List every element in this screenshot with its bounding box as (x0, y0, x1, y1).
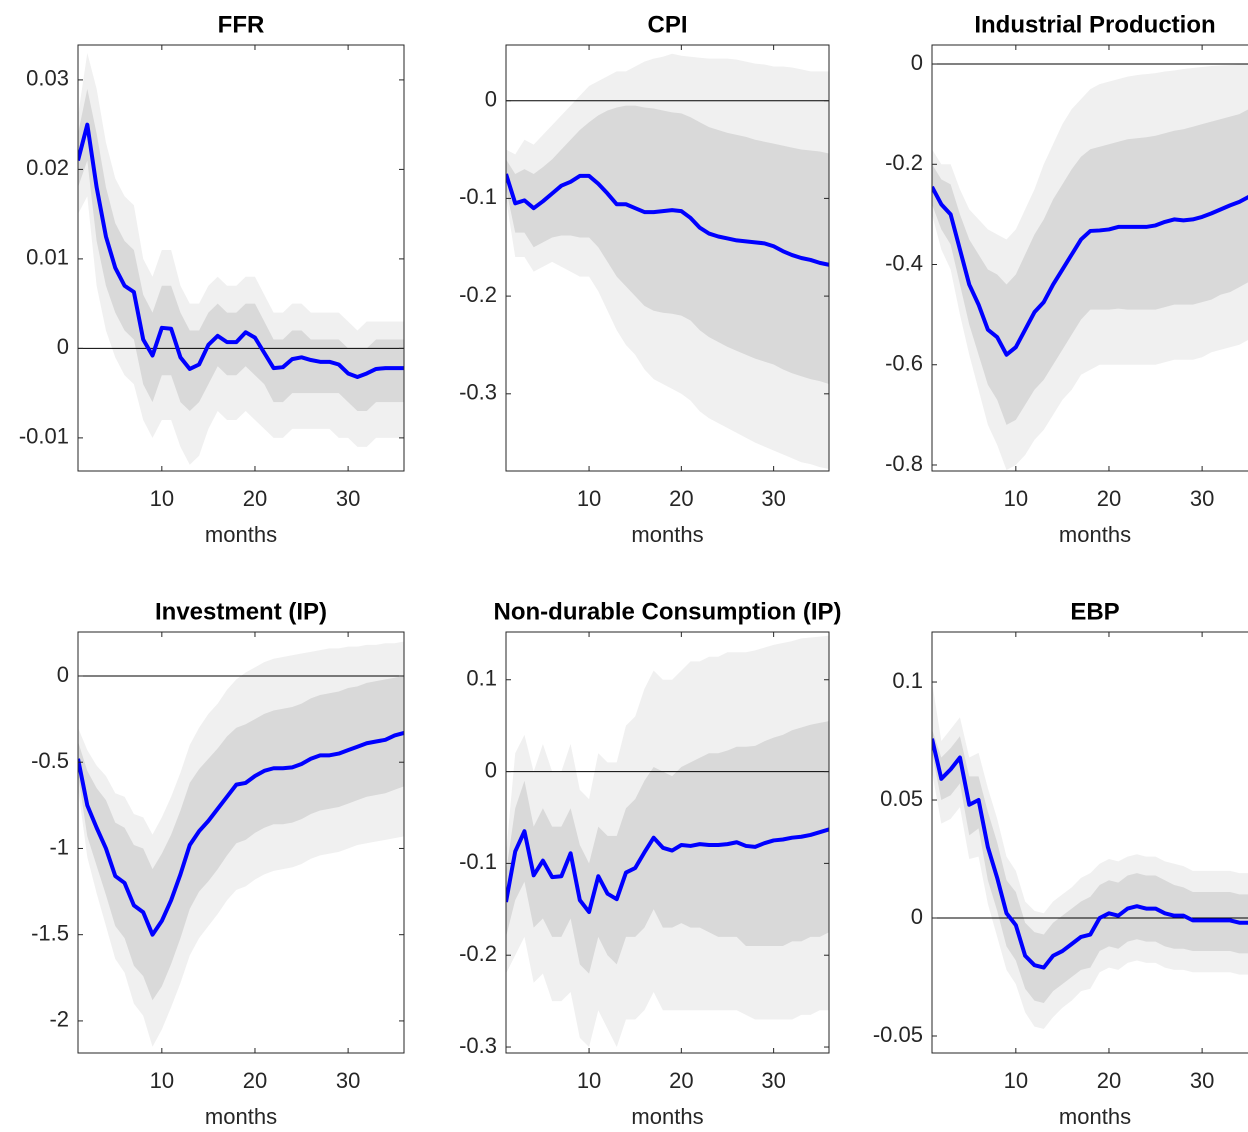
panel-title: EBP (1070, 598, 1119, 625)
x-axis-label: months (631, 522, 703, 547)
panel-title: FFR (218, 11, 265, 38)
x-tick-label: 30 (761, 1068, 785, 1093)
plot-area (78, 641, 404, 1047)
panel-title: Non-durable Consumption (IP) (494, 598, 842, 625)
response-line (932, 738, 1248, 970)
plot-area (506, 635, 829, 1048)
y-tick-label: 0 (911, 50, 923, 75)
x-tick-label: 30 (761, 486, 785, 511)
panel: 10 20 30 -0.3 -0.2 -0.1 0 CPI months (459, 11, 830, 547)
plot-area (932, 682, 1248, 1029)
y-tick-label: -2 (49, 1007, 69, 1032)
response-line (506, 173, 829, 267)
x-axis-label: months (1059, 522, 1131, 547)
response-line (78, 730, 404, 937)
x-tick-label: 20 (669, 1068, 693, 1093)
x-tick-label: 20 (1097, 486, 1121, 511)
x-tick-label: 10 (1004, 486, 1028, 511)
x-tick-label: 20 (243, 486, 267, 511)
y-tick-label: -0.1 (459, 849, 497, 874)
x-tick-label: 10 (1004, 1068, 1028, 1093)
axes-box (931, 44, 1248, 472)
x-axis-label: months (631, 1104, 703, 1129)
y-tick-label: -0.2 (459, 941, 497, 966)
y-tick-label: -0.3 (459, 380, 497, 405)
x-tick-label: 10 (150, 486, 174, 511)
y-tick-label: 0 (57, 334, 69, 359)
x-tick-label: 30 (336, 1068, 360, 1093)
axes-box (77, 631, 405, 1054)
x-tick-label: 10 (577, 1068, 601, 1093)
x-tick-label: 30 (336, 486, 360, 511)
response-line (506, 827, 829, 915)
x-tick-label: 20 (669, 486, 693, 511)
x-tick-label: 20 (1097, 1068, 1121, 1093)
y-tick-label: 0.1 (466, 666, 497, 691)
panel-title: CPI (647, 11, 687, 38)
axes-box (505, 44, 830, 472)
y-tick-label: -0.5 (31, 748, 69, 773)
plot-area (78, 53, 404, 465)
confidence-band (932, 682, 1248, 1029)
axes-box (505, 631, 830, 1054)
y-tick-label: -0.1 (459, 184, 497, 209)
x-axis-label: months (205, 522, 277, 547)
panel: 10 20 30 -0.05 0 0.05 0.1 EBP months (873, 598, 1248, 1129)
y-tick-label: 0 (485, 757, 497, 782)
y-tick-label: 0.02 (26, 155, 69, 180)
y-tick-label: -1 (49, 834, 69, 859)
panel: 10 20 30 -0.8 -0.6 -0.4 -0.2 0 Industrial Produc… (885, 11, 1248, 547)
x-tick-label: 10 (577, 486, 601, 511)
y-tick-label: -0.2 (885, 150, 923, 175)
y-tick-label: -1.5 (31, 920, 69, 945)
y-tick-label: -0.6 (885, 351, 923, 376)
x-axis-label: months (205, 1104, 277, 1129)
y-tick-label: 0 (57, 662, 69, 687)
confidence-band (932, 729, 1248, 1003)
plot-area (932, 63, 1248, 470)
y-tick-label: -0.8 (885, 451, 923, 476)
panel: 10 20 30 -2 -1.5 -1 -0.5 0 Investment (IP) months (31, 598, 405, 1129)
panel-title: Investment (IP) (155, 598, 327, 625)
y-tick-label: -0.05 (873, 1022, 923, 1047)
y-tick-label: -0.2 (459, 282, 497, 307)
y-tick-label: -0.3 (459, 1033, 497, 1058)
axes-box (931, 631, 1248, 1054)
x-tick-label: 10 (150, 1068, 174, 1093)
y-tick-label: 0 (485, 87, 497, 112)
panel: 10 20 30 -0.01 0 0.01 0.02 0.03 FFR months (19, 11, 405, 547)
y-tick-label: 0.1 (892, 668, 923, 693)
panel-title: Industrial Production (974, 11, 1215, 38)
y-tick-label: 0.03 (26, 66, 69, 91)
x-axis-label: months (1059, 1104, 1131, 1129)
response-line (78, 122, 404, 380)
y-tick-label: -0.01 (19, 424, 69, 449)
x-tick-label: 30 (1190, 486, 1214, 511)
y-tick-label: 0.05 (880, 786, 923, 811)
response-line (932, 185, 1248, 357)
x-tick-label: 30 (1190, 1068, 1214, 1093)
y-tick-label: 0 (911, 904, 923, 929)
y-tick-label: 0.01 (26, 245, 69, 270)
confidence-band (932, 109, 1248, 425)
y-tick-label: -0.4 (885, 250, 923, 275)
axes-box (77, 44, 405, 472)
x-tick-label: 20 (243, 1068, 267, 1093)
plot-area (506, 53, 829, 470)
panel: 10 20 30 -0.3 -0.2 -0.1 0 0.1 Non-durable Consum… (459, 598, 841, 1128)
